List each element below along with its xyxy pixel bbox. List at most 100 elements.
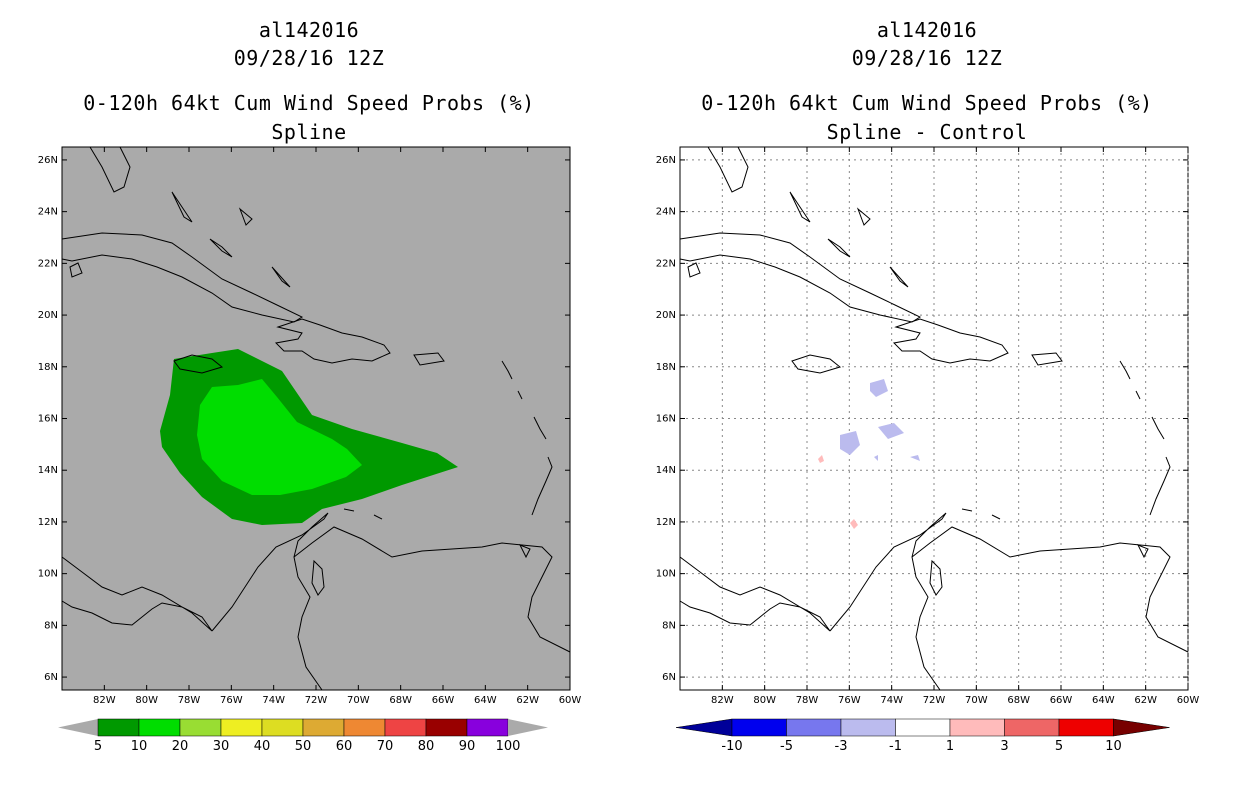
colorbar-label: 20 xyxy=(172,739,189,754)
lon-label: 78W xyxy=(796,695,819,706)
lat-label: 16N xyxy=(656,414,676,425)
colorbar-swatch xyxy=(466,718,509,737)
colorbar-swatch xyxy=(138,718,181,737)
colorbar-swatch xyxy=(220,718,263,737)
colorbar-low-arrow xyxy=(675,718,733,737)
left-panel: al142016 09/28/16 12Z 0-120h 64kt Cum Wi… xyxy=(38,18,582,754)
lon-label: 62W xyxy=(516,695,539,706)
lon-label: 70W xyxy=(965,695,988,706)
lat-label: 20N xyxy=(656,310,676,321)
lat-label: 10N xyxy=(38,569,58,580)
lat-label: 6N xyxy=(662,672,676,683)
colorbar-label: 80 xyxy=(418,739,435,754)
colorbar-swatch xyxy=(179,718,222,737)
colorbar-label: 90 xyxy=(459,739,476,754)
coastlines xyxy=(679,146,1189,691)
lon-label: 66W xyxy=(1050,695,1073,706)
colorbar-swatch xyxy=(1004,718,1060,737)
colorbar-swatch xyxy=(343,718,386,737)
colorbar-label: 40 xyxy=(254,739,271,754)
colorbar-swatch xyxy=(840,718,896,737)
lat-label: 8N xyxy=(44,620,58,631)
colorbar: -10 -5 -3 -1 1 3 5 10 xyxy=(675,718,1170,754)
prob-contour-10 xyxy=(197,379,362,495)
colorbar-label: 30 xyxy=(213,739,230,754)
colorbar-label: 50 xyxy=(295,739,312,754)
lat-label: 12N xyxy=(38,517,58,528)
lon-label: 74W xyxy=(880,695,903,706)
storm-id: al142016 xyxy=(876,18,978,42)
colorbar-swatch xyxy=(895,718,951,737)
colorbar-swatch xyxy=(1058,718,1114,737)
colorbar-label: -3 xyxy=(835,739,848,754)
datetime: 09/28/16 12Z xyxy=(851,46,1003,70)
colorbar-swatch xyxy=(786,718,842,737)
difference-map: 26N 24N 22N 20N 18N 16N 14N 12N 10N 8N 6N 82W 80W 78W… xyxy=(656,146,1199,706)
lat-label: 6N xyxy=(44,672,58,683)
colorbar-label: -10 xyxy=(721,739,742,754)
colorbar: 5 10 20 30 40 50 60 70 80 90 100 xyxy=(58,718,548,754)
lat-label: 22N xyxy=(656,258,676,269)
diff-blob xyxy=(874,455,878,461)
lat-label: 16N xyxy=(38,414,58,425)
coastlines xyxy=(61,146,571,691)
lat-label: 14N xyxy=(656,465,676,476)
right-panel: al142016 09/28/16 12Z 0-120h 64kt Cum Wi… xyxy=(618,0,1236,800)
lon-label: 82W xyxy=(93,695,116,706)
lon-label: 80W xyxy=(753,695,776,706)
lat-label: 26N xyxy=(38,155,58,166)
lon-label: 72W xyxy=(305,695,328,706)
lon-label: 76W xyxy=(220,695,243,706)
colorbar-label: 100 xyxy=(496,739,521,754)
axis-ticks: 26N 24N 22N 20N 18N 16N 14N 12N 10N 8N 6N 82W 80W 78W… xyxy=(656,147,1200,706)
colorbar-swatch xyxy=(97,718,140,737)
product-title: 0-120h 64kt Cum Wind Speed Probs (%) xyxy=(83,91,535,115)
lon-label: 74W xyxy=(262,695,285,706)
colorbar-swatch xyxy=(302,718,345,737)
diff-blob xyxy=(818,455,824,463)
diff-blob xyxy=(870,379,888,397)
lat-label: 12N xyxy=(656,517,676,528)
lon-label: 64W xyxy=(474,695,497,706)
colorbar-label: -1 xyxy=(889,739,902,754)
colorbar-swatch xyxy=(949,718,1005,737)
lon-label: 66W xyxy=(432,695,455,706)
lat-label: 24N xyxy=(656,207,676,218)
lat-label: 22N xyxy=(38,258,58,269)
lon-label: 68W xyxy=(1007,695,1030,706)
colorbar-swatch xyxy=(384,718,427,737)
datetime: 09/28/16 12Z xyxy=(233,46,385,70)
lon-label: 60W xyxy=(559,695,582,706)
diff-blob xyxy=(878,423,904,439)
storm-id: al142016 xyxy=(258,18,360,42)
probability-map: 26N 24N 22N 20N 18N 16N 14N 12N 10N 8N 6N 82W 80W 78W… xyxy=(38,146,581,706)
lat-label: 8N xyxy=(662,620,676,631)
colorbar-label: 1 xyxy=(946,739,954,754)
lon-label: 80W xyxy=(135,695,158,706)
colorbar-swatch xyxy=(261,718,304,737)
product-subtitle: Spline xyxy=(271,120,347,144)
colorbar-swatch xyxy=(425,718,468,737)
lon-label: 60W xyxy=(1177,695,1200,706)
diff-blob xyxy=(840,431,860,455)
axis-ticks: 26N 24N 22N 20N 18N 16N 14N 12N 10N 8N 6N 82W 80W 78W… xyxy=(38,147,582,706)
lon-label: 64W xyxy=(1092,695,1115,706)
lat-label: 26N xyxy=(656,155,676,166)
colorbar-label: 60 xyxy=(336,739,353,754)
lat-label: 14N xyxy=(38,465,58,476)
lon-label: 62W xyxy=(1134,695,1157,706)
colorbar-swatch xyxy=(731,718,787,737)
colorbar-high-arrow xyxy=(508,719,548,736)
colorbar-label: 10 xyxy=(1105,739,1122,754)
lat-label: 20N xyxy=(38,310,58,321)
lat-label: 18N xyxy=(38,362,58,373)
lat-label: 24N xyxy=(38,207,58,218)
colorbar-high-arrow xyxy=(1113,718,1170,737)
lon-label: 72W xyxy=(923,695,946,706)
lat-label: 18N xyxy=(656,362,676,373)
diff-blob xyxy=(850,519,858,529)
colorbar-label: 5 xyxy=(94,739,102,754)
colorbar-label: 5 xyxy=(1055,739,1063,754)
lon-label: 82W xyxy=(711,695,734,706)
product-subtitle: Spline - Control xyxy=(826,120,1028,144)
